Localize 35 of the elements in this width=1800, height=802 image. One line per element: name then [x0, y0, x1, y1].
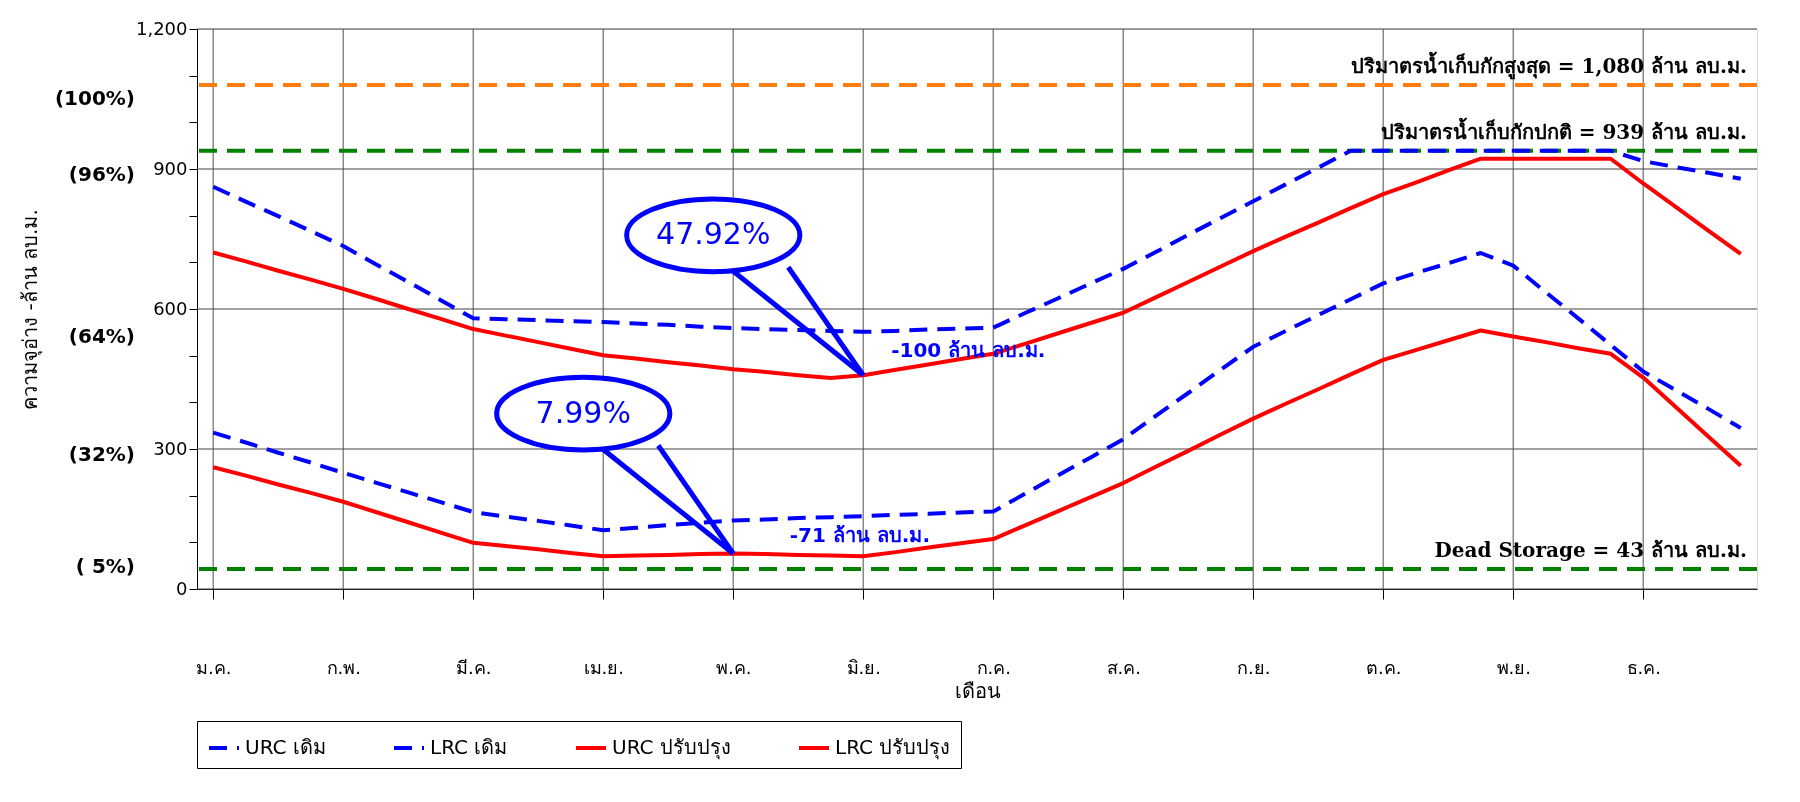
x-tick-label: ม.ค.: [196, 656, 232, 678]
legend-label: URC เดิม: [245, 735, 326, 759]
legend-label: LRC เดิม: [430, 735, 508, 759]
x-tick-label: ก.ค.: [976, 656, 1011, 678]
x-tick-label: มิ.ย.: [846, 656, 881, 678]
annotation: 47.92%: [656, 216, 771, 252]
y-axis-title: ความจุอ่าง -ล้าน ลบ.ม.: [17, 209, 43, 410]
legend-label: LRC ปรับปรุง: [835, 735, 951, 760]
x-axis-title: เดือน: [954, 678, 1001, 703]
x-tick-label: ก.พ.: [326, 656, 361, 678]
text: (64%): [68, 324, 135, 348]
text: (32%): [68, 441, 135, 466]
x-tick-label: ธ.ค.: [1626, 656, 1661, 678]
y-tick-label: 1,200: [135, 17, 188, 39]
ref-line-label: ปริมาตรน้ำเก็บกักปกติ = 939 ล้าน ลบ.ม.: [1380, 116, 1747, 144]
x-tick-label: ส.ค.: [1106, 656, 1141, 678]
y-tick-label: 0: [176, 577, 188, 599]
text: ( 5%): [75, 553, 135, 578]
annotation: -71 ล้าน ลบ.ม.: [789, 522, 931, 547]
x-tick-label: เม.ย.: [583, 656, 624, 678]
y-tick-label: 900: [153, 157, 188, 179]
text: (100%): [54, 86, 135, 110]
y-tick-label: 600: [153, 297, 188, 319]
legend-label: URC ปรับปรุง: [612, 735, 731, 760]
y-tick-label: 300: [153, 437, 188, 459]
x-tick-label: มี.ค.: [456, 656, 492, 678]
annotation: 7.99%: [535, 394, 631, 430]
x-tick-label: ต.ค.: [1366, 656, 1402, 678]
ref-line-label: Dead Storage = 43 ล้าน ลบ.ม.: [1434, 537, 1747, 562]
ref-line-label: ปริมาตรน้ำเก็บกักสูงสุด = 1,080 ล้าน ลบ.ม.: [1350, 51, 1747, 80]
x-tick-label: พ.ค.: [716, 656, 752, 678]
x-tick-label: พ.ย.: [1496, 656, 1531, 678]
text: (96%): [68, 161, 135, 186]
line-series: [211, 156, 1743, 381]
x-tick-label: ก.ย.: [1237, 656, 1271, 678]
